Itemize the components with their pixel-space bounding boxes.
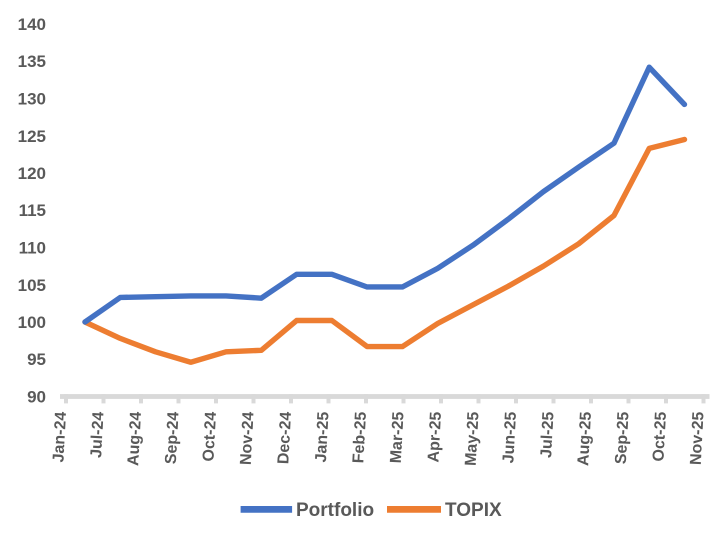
svg-text:Jul-24: Jul-24 <box>88 411 107 458</box>
svg-text:Sep-25: Sep-25 <box>613 411 633 464</box>
svg-text:Aug-25: Aug-25 <box>575 411 595 466</box>
svg-text:130: 130 <box>18 90 46 109</box>
svg-text:135: 135 <box>18 52 46 71</box>
svg-text:Portfolio: Portfolio <box>296 500 374 521</box>
svg-text:140: 140 <box>18 15 46 34</box>
svg-text:Aug-24: Aug-24 <box>125 411 145 466</box>
svg-text:TOPIX: TOPIX <box>445 500 502 521</box>
svg-text:Oct-25: Oct-25 <box>650 411 670 462</box>
svg-text:110: 110 <box>19 239 46 258</box>
svg-text:120: 120 <box>18 164 46 183</box>
svg-text:Apr-25: Apr-25 <box>425 411 445 463</box>
svg-text:Jul-25: Jul-25 <box>538 411 557 458</box>
svg-text:95: 95 <box>27 350 46 369</box>
svg-text:Nov-25: Nov-25 <box>688 411 708 465</box>
svg-text:115: 115 <box>19 201 46 220</box>
svg-text:Oct-24: Oct-24 <box>200 411 220 462</box>
svg-text:Nov-24: Nov-24 <box>238 411 258 465</box>
svg-text:Sep-24: Sep-24 <box>163 411 183 464</box>
svg-text:90: 90 <box>27 388 46 407</box>
svg-text:100: 100 <box>18 313 46 332</box>
svg-text:Feb-25: Feb-25 <box>350 411 370 463</box>
svg-text:Jun-25: Jun-25 <box>500 411 520 463</box>
svg-text:Mar-25: Mar-25 <box>388 411 408 463</box>
svg-text:125: 125 <box>18 127 46 146</box>
svg-text:Jan-25: Jan-25 <box>313 411 333 463</box>
svg-text:105: 105 <box>18 276 46 295</box>
svg-text:Dec-24: Dec-24 <box>275 411 295 464</box>
svg-text:Jan-24: Jan-24 <box>50 411 70 463</box>
svg-text:May-25: May-25 <box>463 411 483 466</box>
